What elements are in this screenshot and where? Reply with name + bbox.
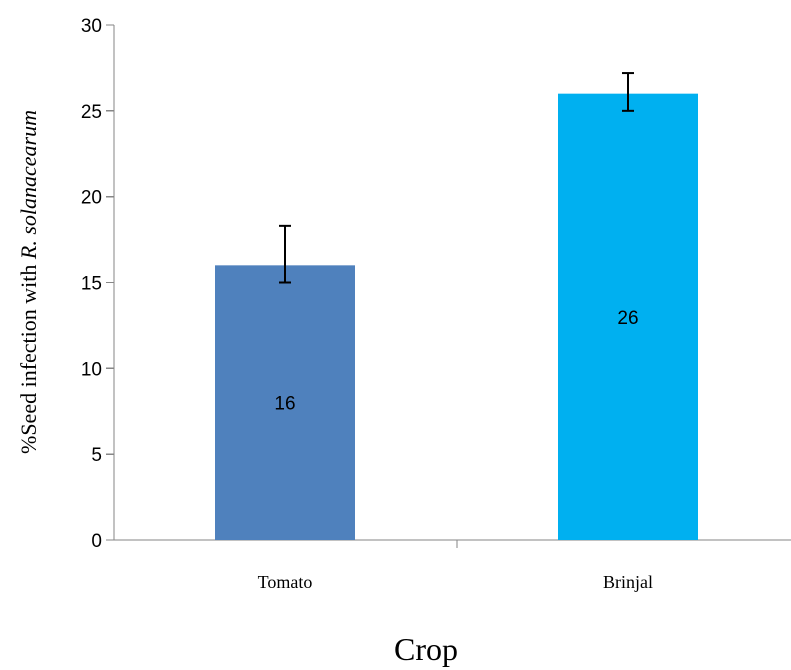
labels: 0 5 10 15 20 25 30 16 Tomato 26 Brinjal (81, 16, 653, 592)
error-bar-tomato (279, 224, 291, 284)
x-tick-label-tomato: Tomato (258, 572, 313, 592)
y-axis-title-italic: R. solanacearum (16, 110, 41, 260)
bar-brinjal (558, 93, 698, 541)
y-axis-title-prefix: %Seed infection with (16, 259, 41, 454)
error-bar-brinjal (622, 72, 634, 112)
y-tick-label: 5 (91, 445, 102, 466)
data-label-tomato: 16 (274, 394, 295, 415)
x-tick-label-brinjal: Brinjal (603, 572, 653, 592)
y-tick-label: 30 (81, 16, 102, 37)
x-axis-title: Crop (394, 631, 458, 667)
y-axis-title: %Seed infection with R. solanacearum (16, 110, 41, 454)
error-bars (279, 72, 634, 284)
y-tick-label: 10 (81, 359, 102, 380)
bar-tomato (215, 265, 355, 540)
y-tick-label: 0 (91, 531, 102, 552)
bars (215, 93, 698, 541)
data-label-brinjal: 26 (617, 308, 638, 329)
y-tick-label: 15 (81, 274, 102, 295)
y-tick-label: 20 (81, 188, 102, 209)
y-tick-label: 25 (81, 102, 102, 123)
